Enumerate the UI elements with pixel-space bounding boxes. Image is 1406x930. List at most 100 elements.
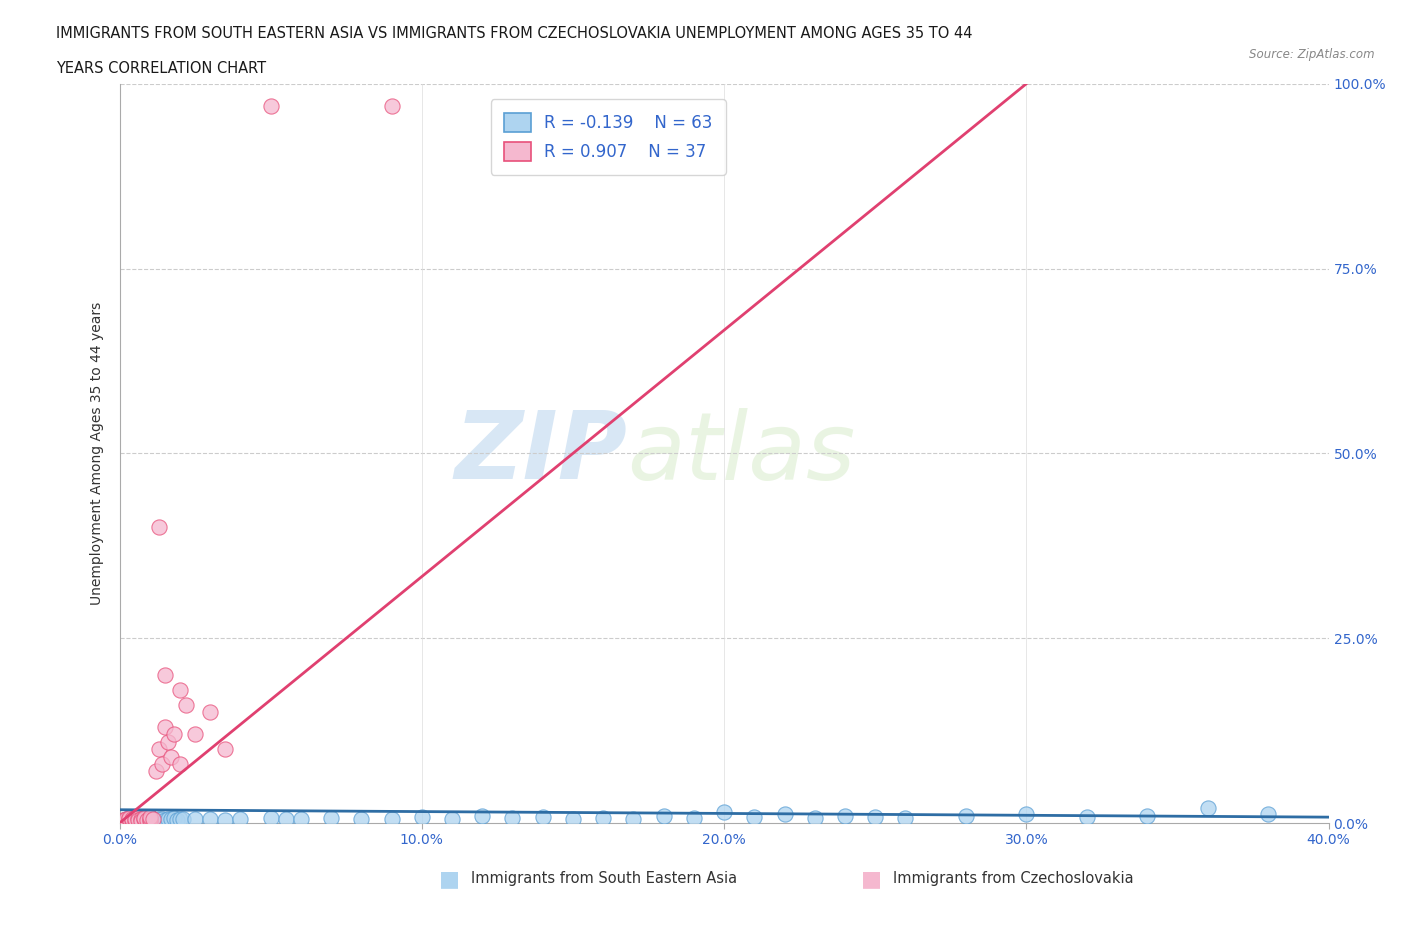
Point — [471, 808, 494, 823]
Point — [411, 810, 433, 825]
Point — [117, 812, 139, 827]
Point — [163, 810, 186, 825]
Point — [150, 756, 173, 771]
Point — [148, 520, 170, 535]
Point — [111, 814, 134, 829]
Point — [127, 810, 149, 825]
Point — [142, 812, 165, 827]
Point — [742, 810, 765, 825]
Point — [169, 756, 191, 771]
Point — [124, 812, 146, 827]
Point — [138, 814, 162, 829]
Point — [531, 810, 554, 825]
Legend: R = -0.139    N = 63, R = 0.907    N = 37: R = -0.139 N = 63, R = 0.907 N = 37 — [491, 100, 725, 175]
Point — [150, 812, 173, 827]
Point — [804, 810, 827, 825]
Point — [773, 806, 796, 821]
Text: Immigrants from Czechoslovakia: Immigrants from Czechoslovakia — [893, 871, 1133, 886]
Point — [129, 811, 152, 826]
Point — [350, 811, 373, 826]
Point — [117, 810, 139, 825]
Point — [124, 814, 146, 829]
Point — [214, 813, 236, 828]
Point — [117, 810, 139, 825]
Point — [174, 698, 197, 712]
Point — [135, 810, 157, 825]
Point — [121, 811, 143, 826]
Point — [160, 812, 183, 827]
Point — [121, 813, 143, 828]
Point — [145, 813, 167, 828]
Point — [214, 742, 236, 757]
Point — [156, 735, 179, 750]
Point — [153, 668, 176, 683]
Point — [440, 811, 463, 826]
Point — [259, 99, 281, 113]
Point — [713, 804, 735, 819]
Point — [863, 810, 886, 825]
Point — [894, 810, 917, 825]
Point — [132, 812, 155, 827]
Point — [652, 808, 675, 823]
Point — [229, 812, 252, 827]
Point — [184, 727, 207, 742]
Point — [1257, 806, 1279, 821]
Point — [124, 810, 146, 825]
Point — [153, 720, 176, 735]
Point — [172, 811, 194, 826]
Point — [111, 813, 134, 828]
Point — [127, 810, 149, 825]
Point — [117, 813, 139, 828]
Point — [135, 813, 157, 828]
Point — [121, 814, 143, 829]
Point — [129, 813, 152, 828]
Point — [380, 99, 402, 113]
Point — [138, 814, 162, 829]
Point — [156, 811, 179, 826]
Point — [127, 813, 149, 828]
Text: ■: ■ — [440, 869, 460, 889]
Point — [592, 810, 614, 825]
Point — [160, 749, 183, 764]
Point — [145, 764, 167, 778]
Point — [1136, 808, 1159, 823]
Point — [169, 683, 191, 698]
Point — [380, 812, 402, 827]
Point — [121, 811, 143, 826]
Point — [138, 811, 162, 826]
Point — [114, 811, 136, 826]
Point — [200, 705, 222, 720]
Point — [200, 811, 222, 826]
Point — [138, 811, 162, 826]
Point — [1197, 801, 1219, 816]
Point — [148, 742, 170, 757]
Text: IMMIGRANTS FROM SOUTH EASTERN ASIA VS IMMIGRANTS FROM CZECHOSLOVAKIA UNEMPLOYMEN: IMMIGRANTS FROM SOUTH EASTERN ASIA VS IM… — [56, 26, 973, 41]
Point — [259, 810, 281, 825]
Point — [834, 808, 856, 823]
Text: ■: ■ — [862, 869, 882, 889]
Point — [621, 811, 644, 826]
Point — [129, 811, 152, 826]
Point — [321, 810, 343, 825]
Point — [561, 812, 585, 827]
Point — [129, 814, 152, 829]
Point — [955, 808, 977, 823]
Point — [114, 814, 136, 829]
Text: atlas: atlas — [627, 408, 856, 498]
Point — [1015, 806, 1038, 821]
Text: Source: ZipAtlas.com: Source: ZipAtlas.com — [1250, 48, 1375, 61]
Point — [132, 812, 155, 827]
Point — [166, 813, 188, 828]
Y-axis label: Unemployment Among Ages 35 to 44 years: Unemployment Among Ages 35 to 44 years — [90, 301, 104, 605]
Point — [138, 810, 162, 825]
Point — [153, 813, 176, 828]
Point — [127, 812, 149, 827]
Point — [682, 810, 704, 825]
Point — [135, 813, 157, 828]
Point — [274, 811, 297, 826]
Text: ZIP: ZIP — [454, 407, 627, 499]
Point — [1076, 810, 1098, 825]
Point — [169, 812, 191, 827]
Point — [290, 812, 312, 827]
Point — [501, 810, 523, 825]
